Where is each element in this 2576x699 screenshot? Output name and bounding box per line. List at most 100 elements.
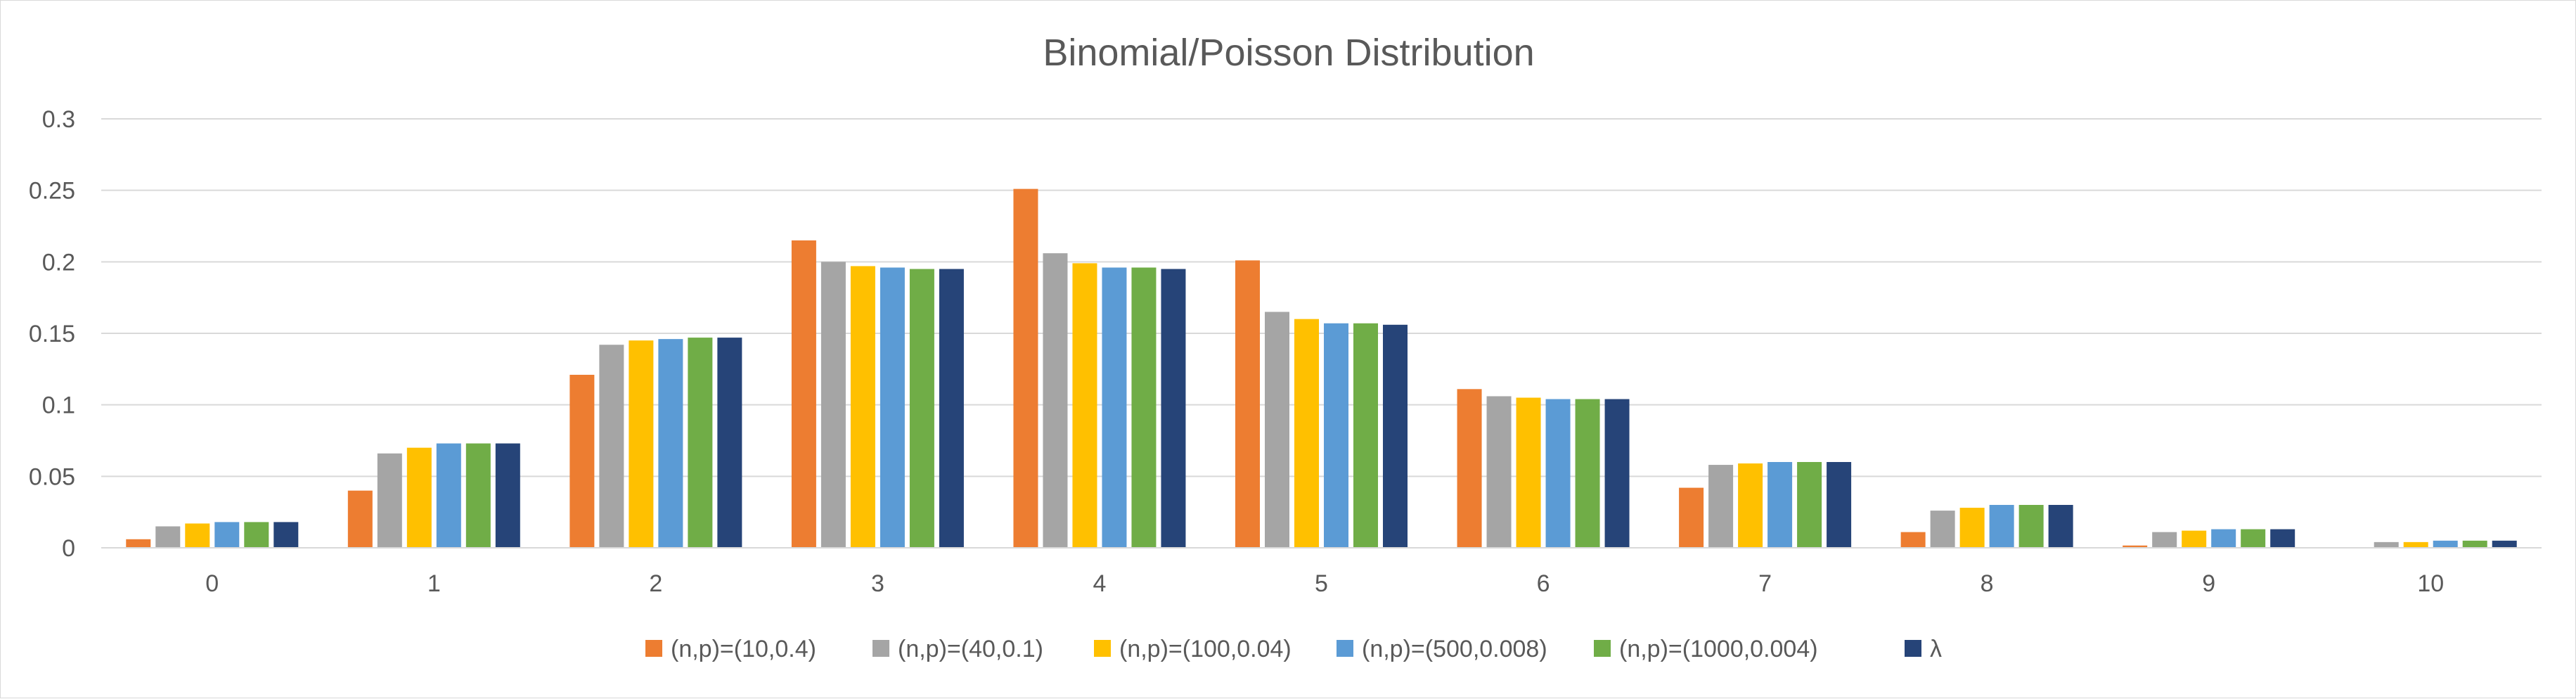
x-tick-label: 10: [2417, 570, 2444, 597]
x-tick-label: 5: [1315, 570, 1328, 597]
bar: [185, 523, 210, 548]
bar: [910, 269, 934, 549]
legend-label: λ: [1930, 636, 1942, 662]
legend-item: (n,p)=(500,0.008): [1337, 636, 1547, 662]
bar: [629, 340, 653, 548]
bar: [939, 269, 964, 549]
bar: [1901, 532, 1926, 548]
bar: [851, 266, 875, 548]
bar: [2492, 541, 2517, 548]
bar: [1013, 189, 1038, 548]
y-tick-label: 0.2: [42, 249, 75, 276]
bar: [1960, 508, 1985, 548]
x-tick-label: 7: [1758, 570, 1772, 597]
bar: [244, 522, 269, 548]
x-tick-label: 6: [1537, 570, 1550, 597]
x-tick-label: 3: [871, 570, 884, 597]
bar: [1679, 488, 1704, 548]
bar: [880, 267, 905, 548]
bar: [2433, 541, 2458, 548]
legend-swatch: [1094, 640, 1111, 657]
bar: [1605, 399, 1630, 548]
legend: (n,p)=(10,0.4) (n,p)=(40,0.1) (n,p)=(100,0…: [645, 636, 1942, 662]
bar: [1708, 465, 1733, 548]
x-tick-label: 0: [205, 570, 219, 597]
chart-title: Binomial/Poisson Distribution: [1043, 32, 1534, 74]
bar: [1383, 325, 1408, 548]
bar: [214, 522, 239, 548]
bar: [1738, 463, 1763, 548]
bar: [2374, 542, 2399, 548]
legend-item: λ: [1905, 636, 1942, 662]
bar: [717, 338, 742, 548]
legend-swatch: [872, 640, 889, 657]
bar: [2152, 532, 2177, 548]
bar: [2404, 542, 2428, 548]
bar: [273, 522, 298, 548]
y-tick-label: 0.1: [42, 392, 75, 419]
y-tick-label: 0.3: [42, 106, 75, 133]
bar: [1235, 260, 1260, 548]
bar: [792, 241, 816, 548]
bar: [2241, 530, 2265, 548]
legend-item: (n,p)=(40,0.1): [872, 636, 1043, 662]
bar: [658, 339, 683, 548]
bar: [466, 444, 491, 548]
bar: [2182, 531, 2206, 548]
bar: [688, 338, 712, 548]
bar: [1161, 269, 1185, 549]
legend-swatch: [1594, 640, 1611, 657]
bar: [2463, 541, 2487, 548]
bar: [407, 448, 432, 548]
bar: [1457, 389, 1482, 548]
legend-label: (n,p)=(100,0.04): [1119, 636, 1292, 662]
legend-item: (n,p)=(100,0.04): [1094, 636, 1292, 662]
bar: [1487, 396, 1512, 548]
bar: [1990, 505, 2014, 548]
legend-label: (n,p)=(40,0.1): [898, 636, 1043, 662]
legend-label: (n,p)=(1000,0.004): [1619, 636, 1818, 662]
x-tick-label: 8: [1981, 570, 1994, 597]
bar: [1043, 253, 1067, 548]
y-tick-label: 0: [62, 535, 75, 562]
legend-label: (n,p)=(10,0.4): [671, 636, 816, 662]
bar: [348, 491, 373, 548]
x-tick-label: 9: [2202, 570, 2215, 597]
bar: [1767, 462, 1792, 548]
bar: [1324, 323, 1348, 548]
legend-item: (n,p)=(10,0.4): [645, 636, 816, 662]
bar-series: [126, 189, 2516, 548]
legend-swatch: [1337, 640, 1353, 657]
bar: [1516, 398, 1541, 549]
bar: [2270, 530, 2295, 548]
bar: [1797, 462, 1822, 548]
bar: [1931, 511, 1955, 548]
y-axis: 0 0.05 0.1 0.15 0.2 0.25 0.3: [29, 106, 75, 562]
y-tick-label: 0.25: [29, 178, 75, 205]
bar: [496, 444, 520, 548]
bar: [2049, 505, 2073, 548]
bar: [437, 444, 461, 548]
bar: [599, 345, 624, 548]
bar: [1576, 399, 1600, 548]
y-tick-label: 0.15: [29, 321, 75, 347]
legend-label: (n,p)=(500,0.008): [1362, 636, 1547, 662]
bar: [1131, 267, 1156, 548]
bar: [1294, 319, 1319, 548]
x-tick-label: 1: [427, 570, 441, 597]
bar: [155, 527, 180, 549]
bar: [1265, 312, 1289, 549]
x-tick-label: 2: [649, 570, 662, 597]
bar: [1546, 399, 1571, 548]
bar: [569, 375, 594, 548]
bar: [2019, 505, 2044, 548]
bar: [1072, 263, 1097, 548]
y-tick-label: 0.05: [29, 463, 75, 490]
bar: [1353, 323, 1378, 548]
bar: [378, 454, 402, 548]
bar: [821, 262, 846, 548]
legend-swatch: [1905, 640, 1921, 657]
legend-item: (n,p)=(1000,0.004): [1594, 636, 1818, 662]
